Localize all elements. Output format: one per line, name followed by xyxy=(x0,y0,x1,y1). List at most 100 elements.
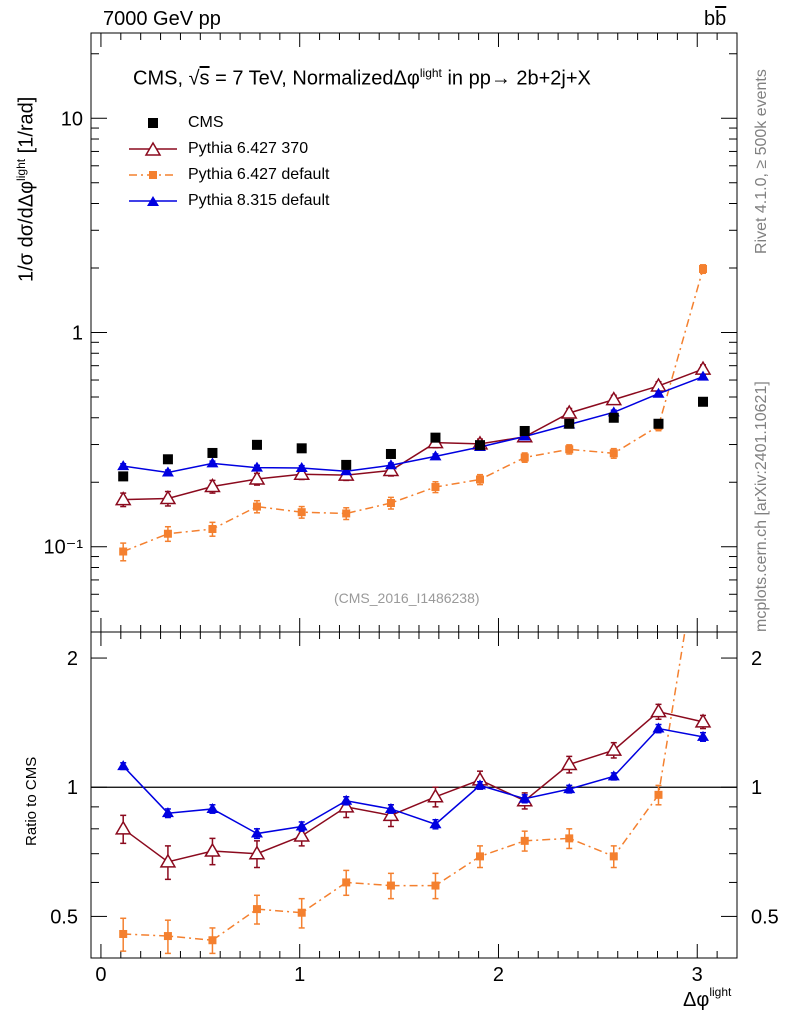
series-top-py8 xyxy=(117,370,710,477)
point-top-py6_370 xyxy=(605,391,623,406)
point-top-cms xyxy=(608,412,619,423)
series-bottom-py8 xyxy=(117,722,710,840)
point-top-cms xyxy=(251,439,262,450)
point-bottom-py6_370 xyxy=(694,713,712,728)
y-tick-label-bottom: 1 xyxy=(67,777,78,799)
point-top-cms xyxy=(385,448,396,459)
legend-label-py6-370: Pythia 6.427 370 xyxy=(188,140,309,157)
point-bottom-py6_default xyxy=(520,836,529,845)
point-top-py6_default xyxy=(208,525,217,534)
point-bottom-py6_default xyxy=(654,790,663,799)
point-bottom-py6_default xyxy=(252,905,261,914)
point-top-cms xyxy=(653,418,664,429)
y-tick-label-top: 1 xyxy=(72,323,83,345)
y-label-sup: light xyxy=(14,158,28,181)
point-top-py6_370 xyxy=(159,489,177,505)
point-bottom-py8 xyxy=(607,770,620,781)
legend-label-py8: Pythia 8.315 default xyxy=(188,192,330,209)
series-top-py6_370 xyxy=(114,360,712,508)
y-axis-label-top: 1/σ dσ/dΔφlight [1/rad] xyxy=(14,97,39,282)
point-top-py8 xyxy=(429,450,442,461)
point-bottom-py8 xyxy=(652,722,665,733)
x-tick-label: 1 xyxy=(294,964,305,986)
y-tick-label-bottom-right: 0.5 xyxy=(751,906,779,928)
point-top-py8 xyxy=(117,460,130,471)
point-bottom-py6_370 xyxy=(114,820,132,835)
sqrt-symbol: √ xyxy=(188,67,200,90)
point-top-py6_default xyxy=(609,449,618,458)
legend-marker-py8 xyxy=(147,196,159,206)
point-bottom-py8 xyxy=(429,818,442,829)
point-bottom-py6_370 xyxy=(248,845,266,860)
point-bottom-py8 xyxy=(340,794,353,805)
plot-title: CMS, √s = 7 TeV, NormalizedΔφlight in pp… xyxy=(133,66,591,91)
point-bottom-py6_default xyxy=(208,936,217,945)
plot-title-prefix: CMS, xyxy=(133,67,189,90)
point-top-py6_default xyxy=(163,529,172,538)
point-bottom-py6_default xyxy=(297,908,306,917)
sqrt-s: s xyxy=(199,67,210,90)
point-bottom-py8 xyxy=(518,792,531,803)
point-bottom-py8 xyxy=(295,820,308,831)
point-bottom-py6_default xyxy=(342,878,351,887)
point-bottom-py6_370 xyxy=(293,827,311,842)
point-top-cms xyxy=(341,459,352,470)
process-b: b xyxy=(704,8,716,30)
y-label-unit: [1/rad] xyxy=(15,96,38,159)
x-axis-label: Δφlight xyxy=(683,985,731,1012)
line-top-py8 xyxy=(123,375,704,474)
point-bottom-py8 xyxy=(250,827,263,838)
point-top-py6_370 xyxy=(248,470,266,485)
point-top-py6_default xyxy=(565,445,574,454)
y-tick-label-bottom: 0.5 xyxy=(50,906,78,928)
point-top-cms xyxy=(564,418,575,429)
bottom-panel-frame xyxy=(90,631,738,959)
process-header: bb xyxy=(704,8,726,31)
point-bottom-py6_default xyxy=(475,852,484,861)
point-top-py6_default xyxy=(119,547,128,556)
x-tick-label: 2 xyxy=(493,964,504,986)
y-tick-label-top: 10⁻¹ xyxy=(44,537,84,559)
point-bottom-py6_370 xyxy=(159,853,177,868)
point-top-py6_370 xyxy=(204,478,221,493)
line-top-py6_default xyxy=(122,268,704,553)
point-top-py6_default xyxy=(520,453,529,462)
point-top-cms xyxy=(519,425,530,436)
point-bottom-py8 xyxy=(161,807,174,818)
y-tick-label-bottom-right: 1 xyxy=(751,777,762,799)
point-top-py6_370 xyxy=(293,465,311,480)
point-top-cms xyxy=(162,454,173,465)
process-bbar: b xyxy=(715,8,727,30)
point-bottom-py6_default xyxy=(609,852,618,861)
point-bottom-py6_default xyxy=(119,929,128,938)
point-top-py6_default xyxy=(342,509,351,518)
series-top-cms xyxy=(118,396,709,482)
analysis-tag: (CMS_2016_I1486238) xyxy=(334,590,480,606)
point-bottom-py6_default xyxy=(565,834,574,843)
point-top-cms xyxy=(698,396,709,407)
point-bottom-py6_370 xyxy=(427,788,444,803)
point-bottom-py8 xyxy=(563,783,576,794)
point-top-py6_370 xyxy=(560,404,578,419)
y-tick-label-top: 10 xyxy=(61,108,83,130)
mcplots-source-label: mcplots.cern.ch [arXiv:2401.10621] xyxy=(753,381,770,632)
point-top-py6_default xyxy=(297,508,306,517)
point-top-cms xyxy=(118,471,129,482)
point-top-py6_default xyxy=(252,502,261,511)
legend-marker-cms xyxy=(148,118,158,128)
plot-title-sup: light xyxy=(419,66,442,80)
y-tick-label-bottom-right: 2 xyxy=(751,648,762,670)
point-top-cms xyxy=(430,432,441,443)
point-top-py8 xyxy=(206,457,219,468)
point-top-py6_370 xyxy=(382,461,400,477)
point-top-py6_default xyxy=(699,264,708,273)
point-top-py8 xyxy=(161,466,174,477)
x-tick-label: 0 xyxy=(95,964,106,986)
point-bottom-py8 xyxy=(206,802,219,813)
y-tick-label-bottom: 2 xyxy=(67,648,78,670)
point-top-py8 xyxy=(652,387,665,398)
y-label-main: 1/σ dσ/dΔφ xyxy=(15,180,38,282)
line-bottom-py8 xyxy=(122,727,704,835)
point-top-cms xyxy=(207,447,218,458)
